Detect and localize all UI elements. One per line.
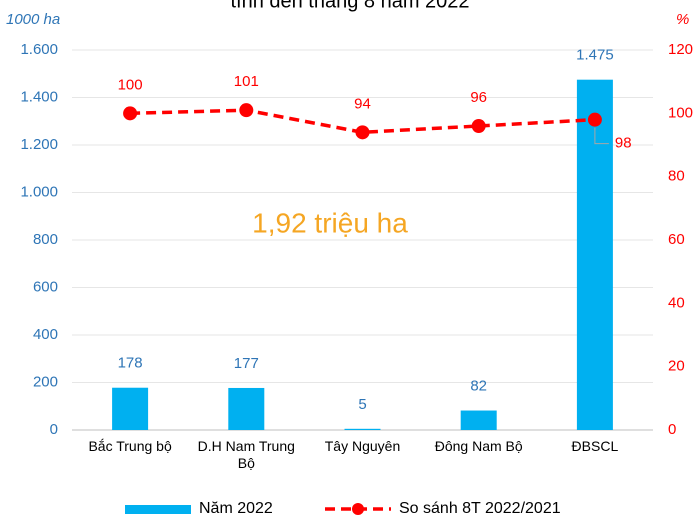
x-tick-label: Bắc Trung bộ bbox=[88, 438, 172, 454]
x-tick-label: D.H Nam Trung Bộ bbox=[197, 438, 295, 471]
y2-tick-label: 120 bbox=[668, 41, 693, 58]
line-value-label: 101 bbox=[234, 73, 259, 90]
bar-value-label: 178 bbox=[118, 355, 143, 372]
bar-value-label: 1.475 bbox=[576, 47, 614, 64]
y2-tick-label: 0 bbox=[668, 421, 676, 438]
y2-tick-label: 60 bbox=[668, 231, 685, 248]
line-value-label: 96 bbox=[470, 89, 487, 106]
y-tick-label: 0 bbox=[50, 421, 58, 438]
y-tick-label: 1.400 bbox=[20, 88, 58, 105]
bar bbox=[460, 410, 497, 430]
line-value-label: 98 bbox=[615, 135, 632, 152]
legend-swatch bbox=[352, 503, 364, 515]
y2-tick-label: 100 bbox=[668, 104, 693, 121]
y2-axis-label: % bbox=[676, 11, 689, 28]
line-value-label: 100 bbox=[118, 76, 143, 93]
line-marker bbox=[239, 103, 254, 118]
line-marker bbox=[471, 119, 486, 133]
y2-tick-label: 40 bbox=[668, 294, 685, 311]
bar bbox=[228, 387, 265, 430]
x-tick-label: Đông Nam Bộ bbox=[434, 438, 523, 454]
legend-label: So sánh 8T 2022/2021 bbox=[399, 500, 561, 517]
bar-value-label: 177 bbox=[234, 355, 259, 372]
line-marker bbox=[355, 125, 370, 140]
line-marker bbox=[123, 106, 138, 121]
y-tick-label: 600 bbox=[33, 278, 58, 295]
y-tick-label: 400 bbox=[33, 326, 58, 343]
y-tick-label: 1.000 bbox=[20, 183, 58, 200]
line-marker bbox=[587, 112, 602, 127]
leader-line bbox=[594, 127, 609, 145]
bar-value-label: 82 bbox=[470, 377, 487, 394]
y2-tick-label: 80 bbox=[668, 168, 685, 185]
x-tick-label: ĐBSCL bbox=[571, 438, 619, 454]
annotation: 1,92 triệu ha bbox=[252, 207, 408, 238]
y-tick-label: 1.200 bbox=[20, 136, 58, 153]
line bbox=[130, 108, 595, 135]
y-tick-label: 200 bbox=[33, 373, 58, 390]
line-value-label: 94 bbox=[354, 95, 371, 112]
bar bbox=[344, 428, 381, 430]
y2-tick-label: 20 bbox=[668, 358, 685, 375]
legend-label: Năm 2022 bbox=[199, 500, 273, 517]
bar bbox=[112, 387, 149, 430]
x-tick-label: Tây Nguyên bbox=[324, 438, 401, 454]
y-tick-label: 800 bbox=[33, 231, 58, 248]
y-tick-label: 1.600 bbox=[20, 41, 58, 58]
bar-value-label: 5 bbox=[358, 396, 366, 413]
y-axis-label: 1000 ha bbox=[6, 11, 60, 28]
legend-swatch bbox=[125, 505, 191, 514]
chart-title: tính đến tháng 8 năm 2022 bbox=[230, 0, 469, 12]
